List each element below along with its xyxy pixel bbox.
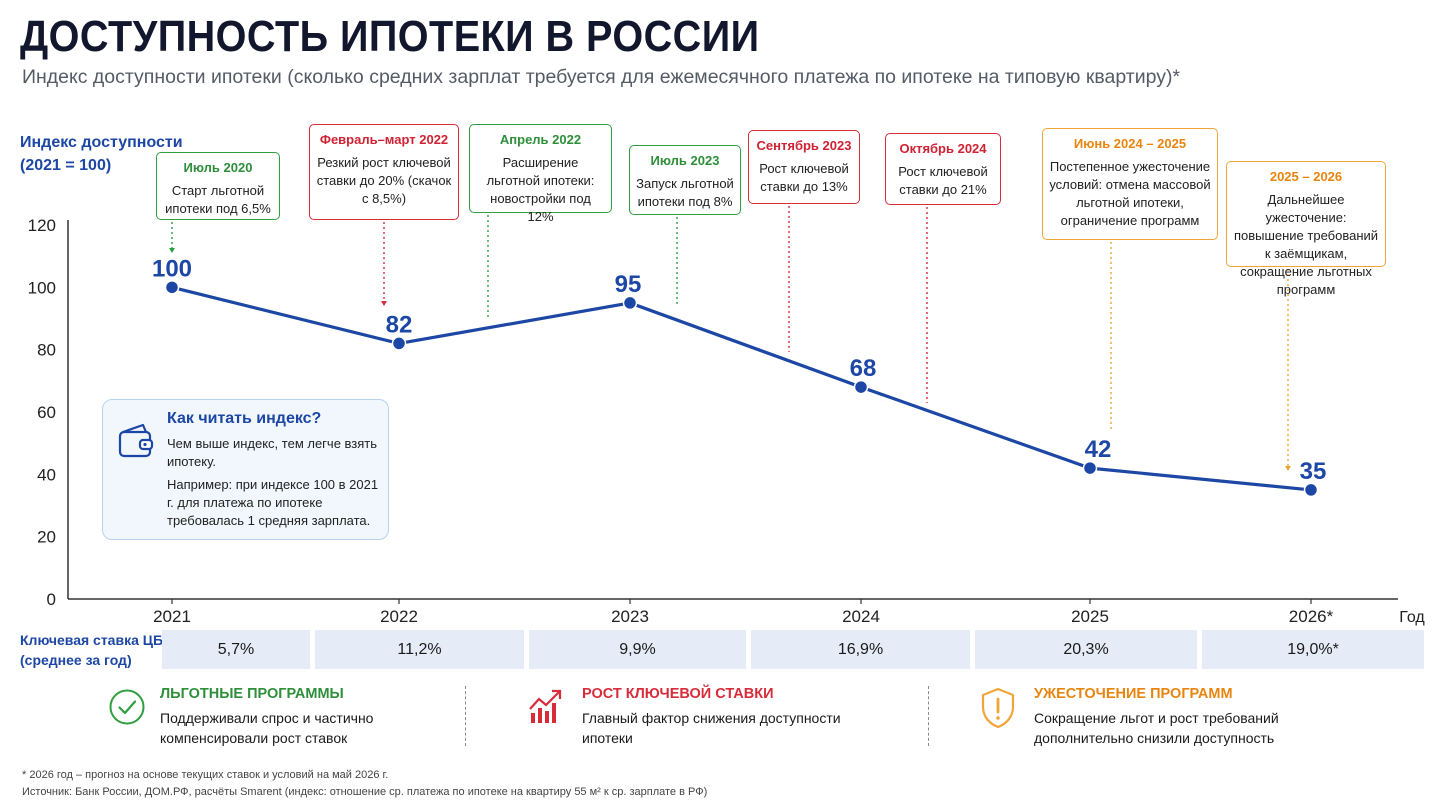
event-text: Запуск льготной ипотеки под 8%	[636, 176, 734, 209]
y-tick-label: 100	[28, 278, 56, 297]
page-title: ДОСТУПНОСТЬ ИПОТЕКИ В РОССИИ	[20, 12, 760, 61]
event-connector-arrow	[381, 301, 387, 306]
footnote-source: Источник: Банк России, ДОМ.РФ, расчёты S…	[22, 786, 708, 798]
event-date: Октябрь 2024	[899, 141, 987, 156]
event-box-feb-mar-2022: Февраль–март 2022 Резкий рост ключевой с…	[309, 124, 459, 220]
y-tick-label: 60	[37, 403, 56, 422]
event-date: Сентябрь 2023	[756, 138, 852, 153]
info-title: Как читать индекс?	[167, 410, 322, 427]
event-box-jul-2020: Июль 2020 Старт льготной ипотеки под 6,5…	[156, 152, 280, 220]
y-axis-title: Индекс доступности (2021 = 100)	[20, 131, 183, 177]
legend-title: ЛЬГОТНЫЕ ПРОГРАММЫ	[160, 686, 344, 702]
key-rate-label: Ключевая ставка ЦБ (среднее за год)	[20, 630, 163, 670]
event-text: Расширение льготной ипотеки: новостройки…	[486, 155, 595, 224]
event-date: Июль 2020	[183, 160, 253, 175]
data-label: 95	[615, 271, 642, 298]
event-text: Постепенное ужесточение условий: отмена …	[1049, 159, 1211, 228]
y-tick-label: 40	[37, 465, 56, 484]
key-rate-label-line1: Ключевая ставка ЦБ	[20, 632, 164, 648]
y-tick-label: 0	[47, 590, 56, 609]
data-point	[1082, 460, 1098, 476]
key-rate-2021: 5,7%	[162, 630, 310, 669]
info-text-2: Например: при индексе 100 в 2021 г. для …	[167, 477, 379, 528]
data-label: 100	[152, 255, 192, 282]
event-connector-arrow	[169, 248, 175, 253]
legend-text: Главный фактор снижения доступности ипот…	[582, 710, 841, 746]
event-text: Старт льготной ипотеки под 6,5%	[165, 183, 271, 216]
data-label: 68	[850, 355, 877, 382]
data-point	[853, 379, 869, 395]
y-tick-label: 120	[28, 216, 56, 235]
key-rate-2026: 19,0%*	[1202, 630, 1424, 669]
x-tick-label: 2024	[842, 607, 880, 626]
x-tick-label: 2022	[380, 607, 418, 626]
data-point	[1303, 482, 1319, 498]
line-chart: 0 20 40 60 80 100 120 2021 2022 2023 2024 2025 2026*…	[28, 206, 1425, 626]
data-label: 42	[1085, 436, 1112, 463]
key-rate-2025: 20,3%	[975, 630, 1197, 669]
event-date: Февраль–март 2022	[319, 132, 449, 147]
check-circle-icon	[109, 689, 145, 725]
data-label: 35	[1300, 458, 1327, 485]
x-tick-label: 2023	[611, 607, 649, 626]
key-rate-2022: 11,2%	[315, 630, 524, 669]
event-date: 2025 – 2026	[1269, 169, 1343, 184]
data-point	[164, 280, 180, 295]
event-text: Резкий рост ключевой ставки до 20% (скач…	[316, 155, 452, 206]
event-box-apr-2022: Апрель 2022 Расширение льготной ипотеки:…	[469, 124, 612, 224]
legend-text: Сокращение льгот и рост требований допол…	[1034, 710, 1279, 746]
event-text: Дальнейшее ужесточение: повышение требов…	[1233, 192, 1379, 297]
event-box-jul-2023: Июль 2023 Запуск льготной ипотеки под 8%	[629, 145, 741, 215]
info-text-1: Чем выше индекс, тем легче взять ипотеку…	[167, 436, 378, 469]
footnote-forecast: * 2026 год – прогноз на основе текущих с…	[22, 769, 389, 781]
event-date: Июнь 2024 – 2025	[1073, 136, 1187, 151]
x-axis-label: Год	[1399, 609, 1425, 626]
y-axis-title-line2: (2021 = 100)	[20, 157, 112, 174]
wallet-icon	[118, 423, 154, 458]
event-box-oct-2024: Октябрь 2024 Рост ключевой ставки до 21%	[885, 133, 1001, 205]
y-tick-label: 80	[37, 341, 56, 360]
event-box-jun-2024-2025: Июнь 2024 – 2025 Постепенное ужесточение…	[1042, 128, 1218, 240]
series-line	[171, 285, 1312, 492]
event-text: Рост ключевой ставки до 13%	[759, 161, 849, 194]
key-rate-2024: 16,9%	[751, 630, 970, 669]
event-date: Июль 2023	[650, 153, 720, 168]
y-axis-title-line1: Индекс доступности	[20, 134, 183, 151]
legend-divider	[465, 686, 466, 746]
legend-divider	[928, 686, 929, 746]
x-tick-label: 2026*	[1289, 607, 1334, 626]
key-rate-label-line2: (среднее за год)	[20, 652, 132, 668]
info-box: Как читать индекс? Чем выше индекс, тем …	[102, 399, 389, 540]
data-point	[391, 336, 407, 351]
data-label: 82	[386, 311, 413, 338]
rising-bars-icon	[529, 689, 562, 723]
key-rate-2023: 9,9%	[529, 630, 746, 669]
event-text: Рост ключевой ставки до 21%	[898, 164, 988, 197]
data-point	[622, 295, 638, 311]
legend-text: Поддерживали спрос и частично компенсиро…	[160, 710, 374, 746]
event-box-sep-2023: Сентябрь 2023 Рост ключевой ставки до 13…	[748, 130, 860, 204]
event-date: Апрель 2022	[499, 132, 582, 147]
page-subtitle: Индекс доступности ипотеки (сколько сред…	[22, 66, 1181, 88]
legend-title: УЖЕСТОЧЕНИЕ ПРОГРАММ	[1034, 686, 1233, 702]
event-connector-arrow	[1285, 466, 1291, 471]
shield-warning-icon	[981, 687, 1015, 729]
legend-title: РОСТ КЛЮЧЕВОЙ СТАВКИ	[582, 686, 774, 702]
x-tick-label: 2025	[1071, 607, 1109, 626]
x-tick-label: 2021	[153, 607, 191, 626]
event-box-2025-2026: 2025 – 2026 Дальнейшее ужесточение: повы…	[1226, 161, 1386, 297]
y-tick-label: 20	[37, 528, 56, 547]
